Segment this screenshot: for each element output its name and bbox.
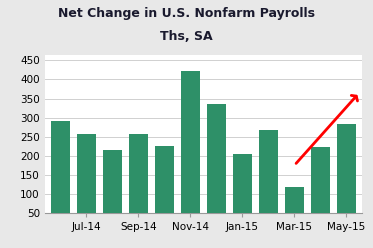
Bar: [77, 134, 96, 232]
Bar: [259, 130, 278, 232]
Bar: [103, 150, 122, 232]
Bar: [285, 187, 304, 232]
Bar: [51, 122, 70, 232]
Bar: [337, 124, 355, 232]
Bar: [233, 154, 252, 232]
Bar: [129, 134, 148, 232]
Bar: [181, 71, 200, 232]
Bar: [207, 104, 226, 232]
Text: Net Change in U.S. Nonfarm Payrolls: Net Change in U.S. Nonfarm Payrolls: [58, 7, 315, 20]
Bar: [311, 147, 330, 232]
Text: Ths, SA: Ths, SA: [160, 30, 213, 43]
Bar: [155, 146, 174, 232]
